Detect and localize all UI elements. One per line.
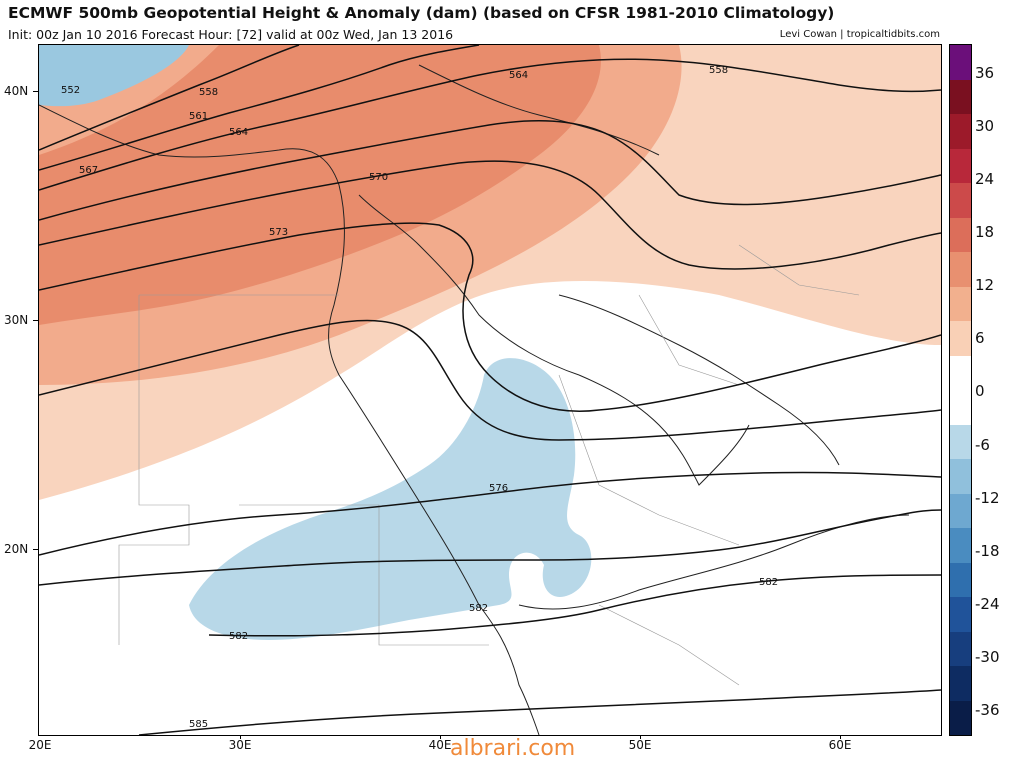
colorbar-swatch [950,183,971,218]
country-borders [118,244,860,686]
contour-labels: 552 558 561 564 567 570 573 576 582 582 … [61,65,778,730]
colorbar-label: -12 [975,489,1000,507]
colorbar-label: -24 [975,595,1000,613]
height-contours [39,45,941,735]
colorbar-swatch [950,286,971,321]
colorbar-label: 0 [975,382,985,400]
lon-label-40e: 40E [428,738,452,752]
lon-label-60e: 60E [828,738,852,752]
colorbar-swatch [950,217,971,252]
contour-label-582-east: 582 [759,577,778,588]
lon-label-20e: 20E [28,738,52,752]
lat-label-20n: 20N [4,542,29,556]
anomaly-fill-negative-northwest [39,45,189,107]
colorbar-swatch [950,562,971,597]
credit-text: Levi Cowan | tropicaltidbits.com [779,29,940,40]
chart-title: ECMWF 500mb Geopotential Height & Anomal… [8,4,835,22]
lat-label-40n: 40N [4,84,29,98]
anomaly-fill-negative [189,358,592,640]
contour-label-558: 558 [199,87,218,98]
colorbar-swatch [950,597,971,632]
init-forecast-info: Init: 00z Jan 10 2016 Forecast Hour: [72… [8,27,454,42]
contour-label-564: 564 [229,127,248,138]
anomaly-map: 552 558 561 564 567 570 573 576 582 582 … [39,45,941,735]
colorbar-label: 6 [975,329,985,347]
colorbar-label: -36 [975,701,1000,719]
lon-tick-50e [640,735,641,739]
colorbar-label: 36 [975,64,995,82]
lat-tick-30n [33,320,38,321]
colorbar-label: -6 [975,436,990,454]
anomaly-colorbar [949,44,972,736]
colorbar-swatch [950,321,971,356]
lat-tick-20n [33,549,38,550]
lon-tick-30e [240,735,241,739]
colorbar-swatch [950,424,971,459]
contour-label-585: 585 [189,719,208,730]
contour-label-552: 552 [61,85,80,96]
colorbar-swatch [950,148,971,183]
colorbar-swatch [950,459,971,494]
lon-label-50e: 50E [628,738,652,752]
colorbar-swatch [950,390,971,425]
watermark-text: albrari.com [450,736,576,761]
colorbar-label: 30 [975,117,995,135]
lon-tick-60e [840,735,841,739]
contour-label-582-west: 582 [229,631,248,642]
colorbar-swatch [950,700,971,735]
contour-label-561: 561 [189,111,208,122]
lat-label-30n: 30N [4,313,29,327]
contour-label-576: 576 [489,483,508,494]
lon-label-30e: 30E [228,738,252,752]
coastlines [39,64,910,735]
lon-tick-40e [440,735,441,739]
contour-label-567: 567 [79,165,98,176]
colorbar-label: 24 [975,170,995,188]
colorbar-label: 12 [975,276,995,294]
contour-label-582-center: 582 [469,603,488,614]
contour-label-573: 573 [269,227,288,238]
contour-label-564-north: 564 [509,70,528,81]
colorbar-swatch [950,252,971,287]
colorbar-swatch [950,666,971,701]
map-panel: 552 558 561 564 567 570 573 576 582 582 … [38,44,942,736]
colorbar-label: -30 [975,648,1000,666]
colorbar-swatch [950,355,971,390]
colorbar-swatch [950,45,971,80]
contour-label-558-north: 558 [709,65,728,76]
colorbar-swatch [950,79,971,114]
colorbar-label: -18 [975,542,1000,560]
colorbar-label: 18 [975,223,995,241]
colorbar-swatch [950,528,971,563]
contour-label-570: 570 [369,172,388,183]
anomaly-fill-positive-strong [39,45,601,325]
colorbar-swatch [950,114,971,149]
lat-tick-40n [33,91,38,92]
colorbar-swatch [950,631,971,666]
colorbar-swatch [950,493,971,528]
